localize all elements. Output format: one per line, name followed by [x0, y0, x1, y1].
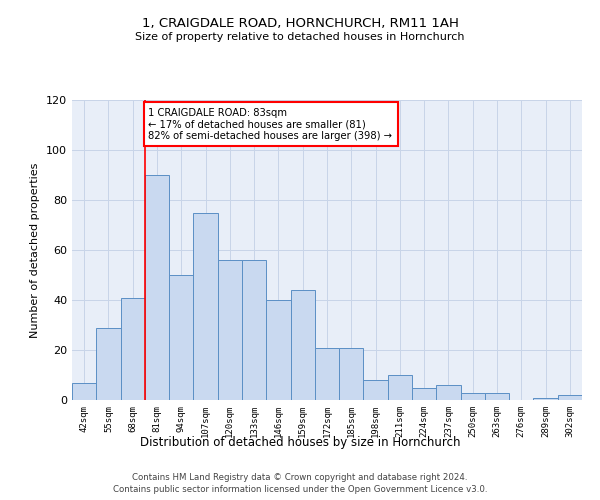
Bar — [290, 290, 315, 400]
Text: Distribution of detached houses by size in Hornchurch: Distribution of detached houses by size … — [140, 436, 460, 449]
Bar — [266, 300, 290, 400]
Bar — [461, 392, 485, 400]
Bar — [436, 385, 461, 400]
Text: Contains HM Land Registry data © Crown copyright and database right 2024.: Contains HM Land Registry data © Crown c… — [132, 472, 468, 482]
Bar — [485, 392, 509, 400]
Bar — [169, 275, 193, 400]
Bar — [315, 348, 339, 400]
Text: Contains public sector information licensed under the Open Government Licence v3: Contains public sector information licen… — [113, 485, 487, 494]
Bar — [533, 398, 558, 400]
Text: Size of property relative to detached houses in Hornchurch: Size of property relative to detached ho… — [135, 32, 465, 42]
Bar — [121, 298, 145, 400]
Bar — [218, 260, 242, 400]
Bar — [412, 388, 436, 400]
Bar — [364, 380, 388, 400]
Bar — [558, 395, 582, 400]
Bar — [145, 175, 169, 400]
Bar — [339, 348, 364, 400]
Bar — [96, 328, 121, 400]
Y-axis label: Number of detached properties: Number of detached properties — [31, 162, 40, 338]
Bar — [242, 260, 266, 400]
Text: 1 CRAIGDALE ROAD: 83sqm
← 17% of detached houses are smaller (81)
82% of semi-de: 1 CRAIGDALE ROAD: 83sqm ← 17% of detache… — [149, 108, 392, 140]
Bar — [388, 375, 412, 400]
Bar — [193, 212, 218, 400]
Text: 1, CRAIGDALE ROAD, HORNCHURCH, RM11 1AH: 1, CRAIGDALE ROAD, HORNCHURCH, RM11 1AH — [142, 18, 458, 30]
Bar — [72, 382, 96, 400]
